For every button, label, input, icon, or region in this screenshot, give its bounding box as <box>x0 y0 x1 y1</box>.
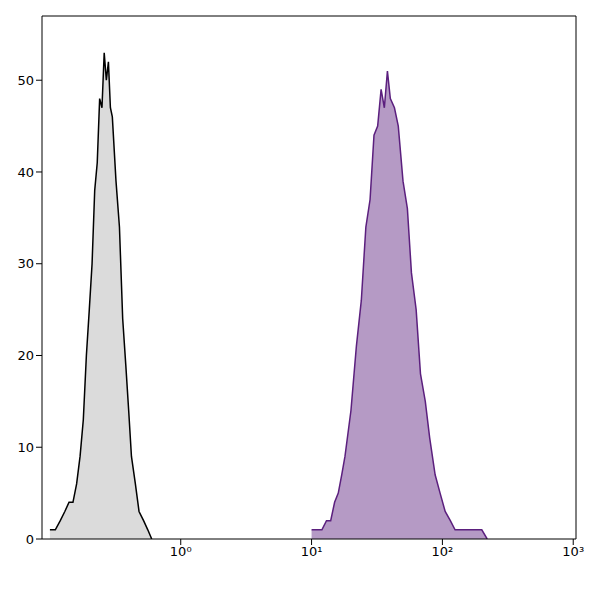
svg-text:40: 40 <box>17 165 34 180</box>
svg-text:10⁰: 10⁰ <box>170 544 192 559</box>
svg-text:10³: 10³ <box>562 544 584 559</box>
svg-text:20: 20 <box>17 348 34 363</box>
svg-text:10: 10 <box>17 440 34 455</box>
svg-text:10¹: 10¹ <box>301 544 323 559</box>
svg-text:30: 30 <box>17 256 34 271</box>
svg-text:0: 0 <box>26 532 34 547</box>
svg-text:10²: 10² <box>432 544 454 559</box>
svg-text:50: 50 <box>17 73 34 88</box>
